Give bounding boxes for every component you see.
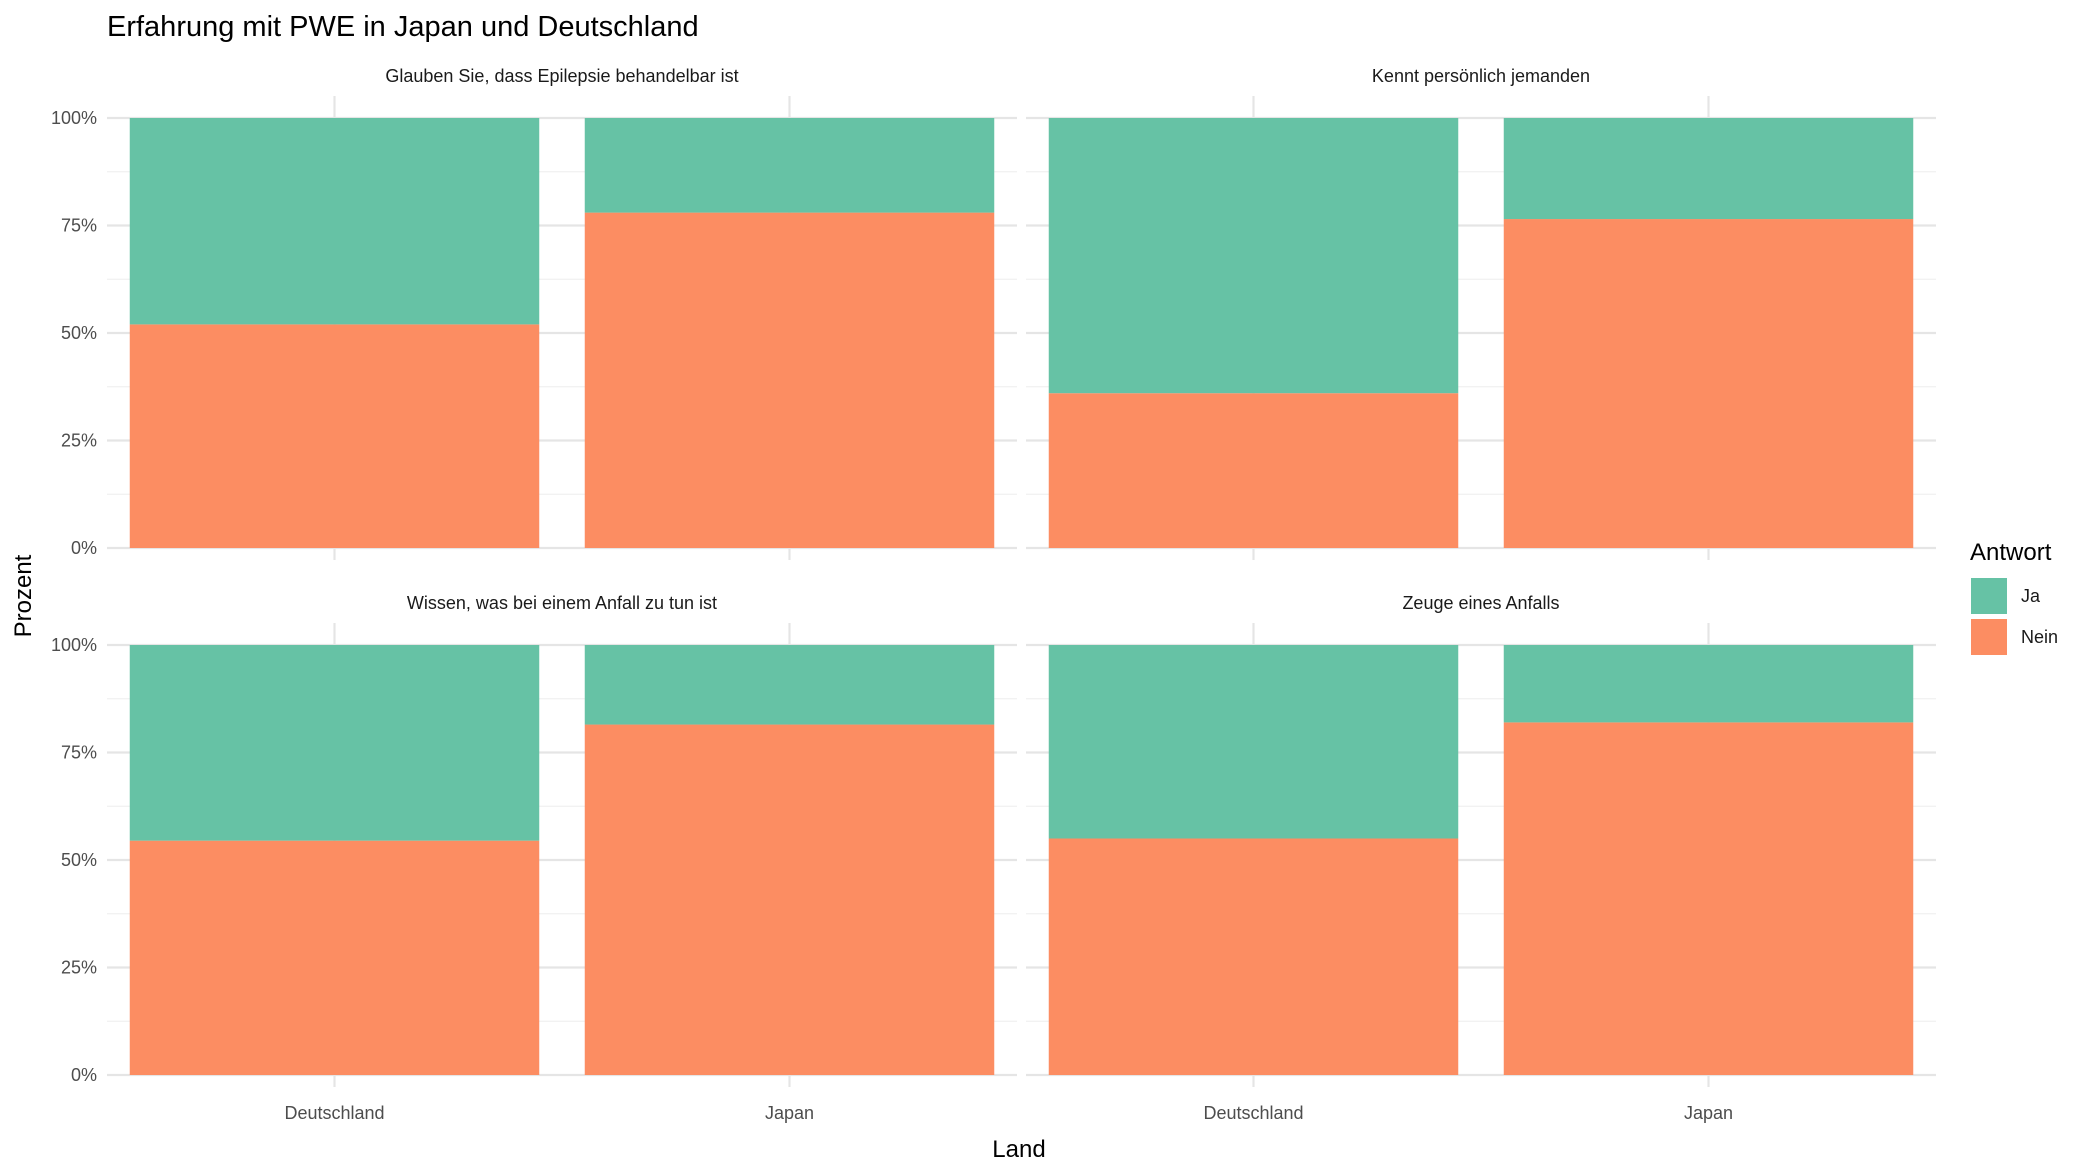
y-tick-label: 100% bbox=[51, 108, 97, 128]
bar-ja-japan bbox=[1503, 645, 1914, 723]
bar-ja-japan bbox=[584, 645, 995, 725]
bar-ja-deutschland bbox=[1048, 118, 1459, 394]
x-tick-label: Japan bbox=[765, 1103, 814, 1123]
panel: Zeuge eines Anfalls Deutschland Japan bbox=[1026, 593, 1936, 1123]
y-tick-label: 50% bbox=[61, 323, 97, 343]
legend: Antwort Ja Nein bbox=[1970, 539, 2058, 655]
bar-nein-japan bbox=[584, 212, 995, 548]
panel: Glauben Sie, dass Epilepsie behandelbar … bbox=[51, 66, 1017, 560]
legend-title: Antwort bbox=[1970, 539, 2052, 566]
bar-nein-japan bbox=[584, 724, 995, 1075]
y-tick-label: 0% bbox=[71, 1065, 97, 1085]
x-tick-label: Japan bbox=[1684, 1103, 1733, 1123]
bar-ja-deutschland bbox=[129, 645, 540, 841]
x-axis-title: Land bbox=[992, 1136, 1045, 1163]
bar-ja-deutschland bbox=[129, 118, 540, 325]
legend-key-nein bbox=[1971, 619, 2007, 655]
y-tick-label: 25% bbox=[61, 958, 97, 978]
panel-title: Wissen, was bei einem Anfall zu tun ist bbox=[407, 593, 717, 613]
panel-title: Zeuge eines Anfalls bbox=[1402, 593, 1559, 613]
chart-title: Erfahrung mit PWE in Japan und Deutschla… bbox=[107, 11, 699, 43]
y-tick-label: 100% bbox=[51, 635, 97, 655]
y-tick-label: 0% bbox=[71, 538, 97, 558]
bar-nein-deutschland bbox=[129, 840, 540, 1075]
legend-label-ja: Ja bbox=[2021, 586, 2041, 606]
panel-title: Glauben Sie, dass Epilepsie behandelbar … bbox=[385, 66, 738, 86]
legend-label-nein: Nein bbox=[2021, 627, 2058, 647]
bar-nein-deutschland bbox=[1048, 393, 1459, 548]
bar-ja-japan bbox=[1503, 118, 1914, 220]
y-tick-label: 75% bbox=[61, 216, 97, 236]
y-tick-label: 50% bbox=[61, 850, 97, 870]
legend-key-ja bbox=[1971, 578, 2007, 614]
bar-nein-japan bbox=[1503, 219, 1914, 549]
y-tick-label: 25% bbox=[61, 431, 97, 451]
panel-title: Kennt persönlich jemanden bbox=[1372, 66, 1590, 86]
bar-ja-deutschland bbox=[1048, 645, 1459, 839]
x-tick-label: Deutschland bbox=[284, 1103, 384, 1123]
x-tick-label: Deutschland bbox=[1203, 1103, 1303, 1123]
chart-panels: Glauben Sie, dass Epilepsie behandelbar … bbox=[51, 66, 1936, 1123]
y-axis-title: Prozent bbox=[10, 554, 37, 637]
bar-nein-deutschland bbox=[1048, 838, 1459, 1075]
bar-nein-japan bbox=[1503, 722, 1914, 1075]
bar-nein-deutschland bbox=[129, 324, 540, 548]
panel: Kennt persönlich jemanden bbox=[1026, 66, 1936, 560]
bar-ja-japan bbox=[584, 118, 995, 213]
panel: Wissen, was bei einem Anfall zu tun ist 0… bbox=[51, 593, 1017, 1123]
y-tick-label: 75% bbox=[61, 743, 97, 763]
